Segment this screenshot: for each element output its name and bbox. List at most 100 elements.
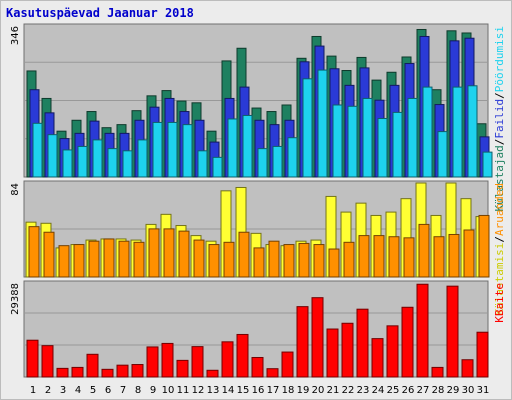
bar-kbaite-day-16 [251, 356, 264, 378]
legend-panel-3: KBaite [493, 283, 506, 323]
bar-kbaite-day-30 [461, 359, 474, 378]
x-tick-day-12: 12 [192, 385, 205, 396]
bar-pöördumisi-day-17 [272, 145, 283, 178]
bar-pöördumisi-day-11 [182, 124, 193, 178]
bar-pöördumisi-day-19 [302, 78, 313, 178]
x-tick-day-23: 23 [357, 385, 370, 396]
bar-aruanded-day-10 [163, 228, 175, 278]
y-max-label-2: 84 [10, 183, 21, 196]
bar-aruanded-day-7 [118, 240, 130, 278]
bar-kbaite-day-23 [356, 308, 369, 378]
bar-pöördumisi-day-26 [407, 97, 418, 178]
bar-pöördumisi-day-13 [212, 156, 223, 178]
bar-aruanded-day-8 [133, 241, 145, 278]
x-tick-day-14: 14 [222, 385, 235, 396]
bar-pöördumisi-day-21 [332, 104, 343, 178]
bar-aruanded-day-3 [58, 245, 70, 278]
legend-panel-2-part-1: / [493, 236, 506, 243]
bar-kbaite-day-11 [176, 359, 189, 378]
bar-aruanded-day-31 [478, 214, 490, 278]
bar-aruanded-day-24 [373, 235, 385, 278]
bar-aruanded-day-15 [238, 231, 250, 278]
y-max-label-3: 29388 [10, 283, 21, 315]
bar-kbaite-day-10 [161, 342, 174, 378]
bar-kbaite-day-26 [401, 306, 414, 378]
x-tick-day-29: 29 [447, 385, 460, 396]
bar-pöördumisi-day-2 [47, 134, 58, 178]
bar-aruanded-day-14 [223, 241, 235, 278]
x-tick-day-26: 26 [402, 385, 415, 396]
bar-aruanded-day-19 [298, 242, 310, 278]
x-tick-day-21: 21 [327, 385, 340, 396]
x-tick-day-19: 19 [297, 385, 310, 396]
bar-aruanded-day-26 [403, 237, 415, 278]
bar-aruanded-day-4 [73, 244, 85, 278]
bar-pöördumisi-day-25 [392, 111, 403, 178]
legend-panel-1: Külastajad/Failid/Pöördumisi [493, 26, 506, 211]
bar-kbaite-day-5 [86, 353, 99, 378]
x-tick-day-17: 17 [267, 385, 280, 396]
x-tick-day-15: 15 [237, 385, 250, 396]
legend-panel-2: Külastamisi/Aruanded [493, 183, 506, 315]
bar-pöördumisi-day-5 [92, 139, 103, 178]
bar-aruanded-day-21 [328, 248, 340, 278]
bar-kbaite-day-29 [446, 285, 459, 378]
bar-kbaite-day-14 [221, 341, 234, 378]
bar-pöördumisi-day-15 [242, 114, 253, 178]
legend-panel-1-part-2: Failid [493, 99, 506, 139]
bar-kbaite-day-13 [206, 369, 219, 378]
bar-aruanded-day-5 [88, 240, 100, 278]
bar-kbaite-day-20 [311, 297, 324, 378]
x-tick-day-24: 24 [372, 385, 385, 396]
bar-kbaite-day-6 [101, 368, 114, 378]
bar-aruanded-day-27 [418, 223, 430, 278]
bar-aruanded-day-6 [103, 238, 115, 278]
bar-aruanded-day-13 [208, 244, 220, 278]
bar-aruanded-day-18 [283, 244, 295, 278]
bar-aruanded-day-23 [358, 235, 370, 278]
x-tick-day-27: 27 [417, 385, 430, 396]
x-tick-day-11: 11 [177, 385, 190, 396]
bar-kbaite-day-9 [146, 346, 159, 378]
y-max-label-1: 346 [10, 26, 21, 45]
bar-aruanded-day-2 [43, 231, 55, 278]
bar-aruanded-day-25 [388, 236, 400, 278]
bar-aruanded-day-11 [178, 230, 190, 278]
bar-pöördumisi-day-4 [77, 145, 88, 178]
bar-kbaite-day-1 [26, 339, 39, 378]
bar-pöördumisi-day-16 [257, 148, 268, 178]
bar-pöördumisi-day-7 [122, 150, 133, 178]
bar-kbaite-day-22 [341, 322, 354, 378]
bar-kbaite-day-3 [56, 367, 69, 378]
x-tick-day-4: 4 [75, 385, 81, 396]
bar-pöördumisi-day-18 [287, 137, 298, 178]
bar-kbaite-day-24 [371, 338, 384, 378]
bar-pöördumisi-day-31 [482, 151, 493, 178]
bar-pöördumisi-day-22 [347, 105, 358, 178]
x-tick-day-30: 30 [462, 385, 475, 396]
x-tick-day-22: 22 [342, 385, 355, 396]
bar-pöördumisi-day-30 [467, 85, 478, 178]
x-tick-day-18: 18 [282, 385, 295, 396]
bar-pöördumisi-day-28 [437, 131, 448, 178]
x-tick-day-1: 1 [30, 385, 36, 396]
bar-aruanded-day-1 [28, 226, 40, 278]
x-tick-day-20: 20 [312, 385, 325, 396]
bar-pöördumisi-day-6 [107, 148, 118, 178]
x-tick-day-6: 6 [105, 385, 111, 396]
legend-panel-2-part-2: Aruanded [493, 183, 506, 236]
x-tick-day-25: 25 [387, 385, 400, 396]
legend-panel-1-part-0: Külastajad [493, 145, 506, 211]
bar-pöördumisi-day-1 [32, 122, 43, 178]
bar-kbaite-day-25 [386, 325, 399, 378]
bar-aruanded-day-30 [463, 229, 475, 278]
bar-pöördumisi-day-20 [317, 69, 328, 178]
x-tick-day-5: 5 [90, 385, 96, 396]
bar-pöördumisi-day-12 [197, 150, 208, 178]
bar-aruanded-day-9 [148, 228, 160, 278]
bar-aruanded-day-29 [448, 233, 460, 278]
bar-pöördumisi-day-29 [452, 86, 463, 178]
bar-kbaite-day-21 [326, 328, 339, 378]
bar-kbaite-day-15 [236, 333, 249, 378]
